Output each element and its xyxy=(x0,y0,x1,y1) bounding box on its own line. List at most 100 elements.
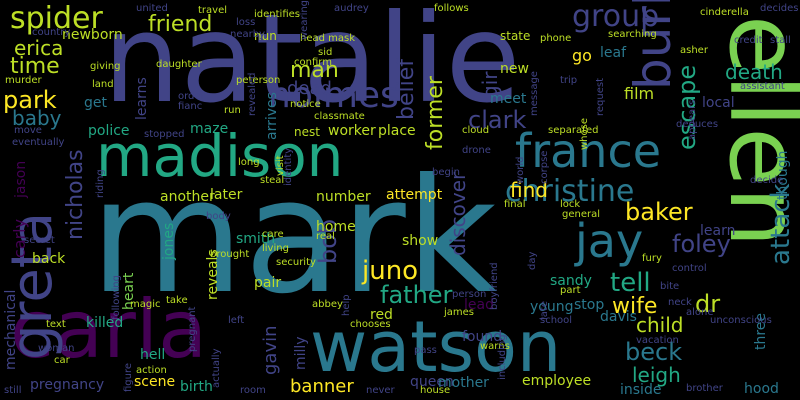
word: identity xyxy=(283,147,294,186)
word: juno xyxy=(362,256,419,286)
word: revealed xyxy=(247,72,258,116)
word: former xyxy=(423,76,448,150)
word: lead xyxy=(464,297,494,313)
word: boyfriend xyxy=(489,262,500,310)
word: fury xyxy=(642,253,662,264)
word: travel xyxy=(198,5,228,16)
word: world xyxy=(515,156,526,184)
word: audrey xyxy=(334,3,369,14)
word: friend xyxy=(148,12,213,37)
word: peterson xyxy=(236,75,281,86)
word: erica xyxy=(14,36,64,60)
word: real xyxy=(316,231,335,242)
word: lock xyxy=(560,199,581,210)
word: warns xyxy=(480,341,510,352)
word: new xyxy=(500,61,529,77)
word: begin xyxy=(432,167,460,178)
word: local xyxy=(702,95,735,111)
word: dr xyxy=(695,290,721,318)
word: eventually xyxy=(12,137,65,148)
word: red xyxy=(370,307,393,323)
word: move xyxy=(14,125,42,136)
word: wife xyxy=(612,294,658,319)
word: daughter xyxy=(156,59,202,70)
word: riding xyxy=(95,169,106,198)
word: newborn xyxy=(62,27,123,43)
word: fianc xyxy=(178,101,203,112)
word: film xyxy=(624,84,655,103)
word: cinderella xyxy=(700,7,749,18)
word: classmate xyxy=(314,111,365,122)
word: nest xyxy=(294,125,320,139)
word: clark xyxy=(468,106,527,134)
word: jason xyxy=(13,160,29,198)
word: go xyxy=(572,46,592,65)
word: meet xyxy=(490,91,527,107)
word: whose xyxy=(579,118,590,150)
word: sandy xyxy=(550,273,592,289)
word: phone xyxy=(540,33,572,44)
word: leigh xyxy=(632,363,681,387)
word: alone xyxy=(686,307,714,318)
word: found xyxy=(462,329,503,345)
word: order xyxy=(178,91,205,102)
word: employee xyxy=(522,373,592,389)
word: deduces xyxy=(676,119,719,130)
word: abbey xyxy=(312,299,343,310)
word: message xyxy=(529,71,540,116)
word: credit xyxy=(734,35,763,46)
word: trip xyxy=(560,75,578,86)
word: assistant xyxy=(740,81,785,92)
word: still xyxy=(4,385,22,396)
word: part xyxy=(560,285,581,296)
word: care xyxy=(262,229,284,240)
word: christine xyxy=(505,174,635,209)
word: inside xyxy=(620,382,662,398)
word: nun xyxy=(254,29,277,43)
word: body xyxy=(206,211,231,222)
word: security xyxy=(276,257,316,268)
word: pair xyxy=(254,275,282,291)
word: nearby xyxy=(230,29,265,40)
word: neck xyxy=(668,297,692,308)
word: young xyxy=(530,299,574,315)
word: brought xyxy=(210,249,250,260)
word: milly xyxy=(293,336,309,370)
word: hell xyxy=(140,347,166,363)
word: wearing xyxy=(299,0,310,40)
word: james xyxy=(444,307,475,318)
word: pregnancy xyxy=(30,377,105,393)
word: magic xyxy=(130,299,161,310)
word: united xyxy=(136,3,168,14)
word: number xyxy=(316,189,371,205)
word: discover xyxy=(446,171,470,256)
word: chooses xyxy=(350,319,391,330)
word: stop xyxy=(574,297,605,313)
word: holmes xyxy=(268,75,399,116)
word: child xyxy=(636,313,684,337)
word: mark xyxy=(90,145,498,329)
word: man xyxy=(290,58,339,83)
word: decide xyxy=(750,175,784,186)
word: baker xyxy=(625,198,693,226)
word: killed xyxy=(86,315,124,331)
word: death xyxy=(725,60,783,84)
word: france xyxy=(515,124,662,178)
word: drone xyxy=(462,145,491,156)
word: belief xyxy=(394,58,419,120)
word: person xyxy=(452,289,487,300)
word: stopped xyxy=(144,129,185,140)
word: learns xyxy=(134,77,150,120)
word: sid xyxy=(318,47,333,58)
word: beck xyxy=(625,338,683,366)
word: notice xyxy=(290,99,321,110)
word: park xyxy=(3,86,57,114)
word: left xyxy=(228,315,245,326)
word: decides xyxy=(760,3,799,14)
word: land xyxy=(92,79,114,90)
word: leaf xyxy=(600,45,627,61)
word: group xyxy=(572,0,660,34)
word: living xyxy=(262,243,289,254)
word: smith xyxy=(236,231,276,247)
word: police xyxy=(88,123,130,139)
